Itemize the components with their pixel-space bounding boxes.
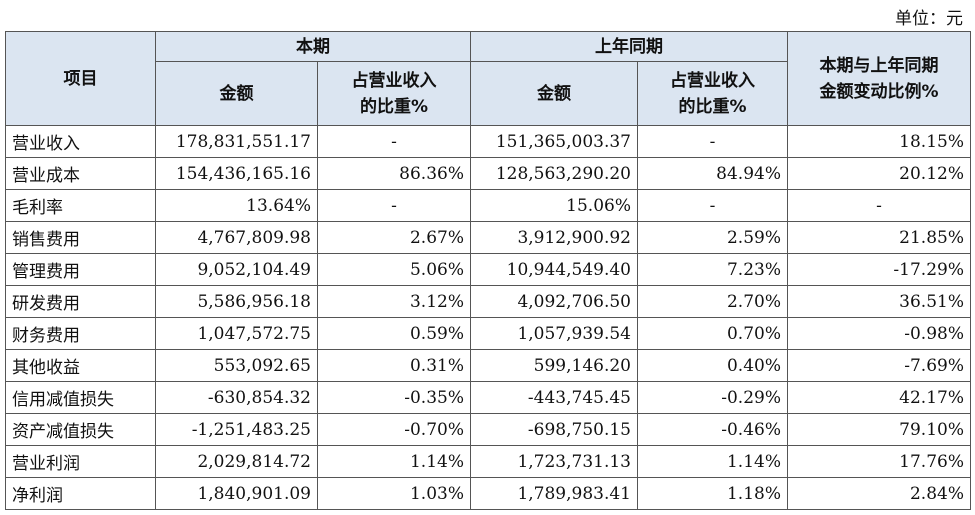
- header-cell: 上年同期: [470, 31, 788, 62]
- table-cell: -: [637, 125, 788, 158]
- header-row: 项目 本期 上年同期 本期与上年同期 金额变动比例%: [5, 31, 971, 126]
- table-cell: 36.51%: [787, 285, 971, 318]
- table-header: 项目 本期 上年同期 本期与上年同期 金额变动比例% 金额 占营业收入 的比重%…: [5, 31, 971, 126]
- table-row: 销售费用 4,767,809.98 2.67% 3,912,900.92 2.59% 21…: [5, 221, 971, 254]
- table-cell: 18.15%: [787, 125, 971, 158]
- table-cell: -630,854.32: [155, 381, 318, 414]
- table-row: 净利润 1,840,901.09 1.03% 1,789,983.41 1.18% 2.8…: [5, 477, 971, 510]
- table-cell: 1,057,939.54: [470, 317, 638, 350]
- table-cell: 128,563,290.20: [470, 157, 638, 190]
- table-cell: 1.14%: [637, 445, 788, 478]
- table-cell: 1.03%: [317, 477, 471, 510]
- table-cell: -0.35%: [317, 381, 471, 414]
- table-cell: 1,723,731.13: [470, 445, 638, 478]
- table-cell: 3.12%: [317, 285, 471, 318]
- table-cell: 2,029,814.72: [155, 445, 318, 478]
- table-row: 信用减值损失 -630,854.32 -0.35% -443,745.45 -0.29%…: [5, 381, 971, 414]
- header-cell: 占营业收入 的比重%: [637, 61, 788, 126]
- table-cell: -0.70%: [317, 413, 471, 446]
- table-cell: 17.76%: [787, 445, 971, 478]
- table-cell: 1.18%: [637, 477, 788, 510]
- table-row: 资产减值损失 -1,251,483.25 -0.70% -698,750.15 -0.4…: [5, 413, 971, 446]
- table-cell: 4,767,809.98: [155, 221, 318, 254]
- header-cell: 金额: [155, 61, 318, 126]
- table-cell: 5.06%: [317, 253, 471, 286]
- table-cell: 42.17%: [787, 381, 971, 414]
- table-cell: -: [317, 189, 471, 222]
- income-table: 项目 本期 上年同期 本期与上年同期 金额变动比例% 金额 占营业收入 的比重%…: [5, 31, 971, 510]
- table-cell: 2.59%: [637, 221, 788, 254]
- table-cell: 2.67%: [317, 221, 471, 254]
- table-cell: -17.29%: [787, 253, 971, 286]
- table-cell: 财务费用: [5, 317, 156, 350]
- table-cell: 86.36%: [317, 157, 471, 190]
- table-cell: 其他收益: [5, 349, 156, 382]
- table-cell: 9,052,104.49: [155, 253, 318, 286]
- table-cell: -0.46%: [637, 413, 788, 446]
- table-row: 营业收入 178,831,551.17-151,365,003.37-18.15%: [5, 125, 971, 158]
- table-cell: 0.70%: [637, 317, 788, 350]
- table-row: 营业成本 154,436,165.16 86.36% 128,563,290.20 84…: [5, 157, 971, 190]
- table-cell: 1,789,983.41: [470, 477, 638, 510]
- table-cell: 13.64%: [155, 189, 318, 222]
- table-cell: 5,586,956.18: [155, 285, 318, 318]
- table-cell: 1,047,572.75: [155, 317, 318, 350]
- table-cell: 净利润: [5, 477, 156, 510]
- table-row: 营业利润 2,029,814.72 1.14% 1,723,731.13 1.14% 17…: [5, 445, 971, 478]
- header-row: 金额 占营业收入 的比重% 金额 占营业收入 的比重%: [6, 61, 971, 126]
- table-cell: 151,365,003.37: [470, 125, 638, 158]
- header-cell: 占营业收入 的比重%: [317, 61, 471, 126]
- table-row: 研发费用 5,586,956.18 3.12% 4,092,706.50 2.70% 36…: [5, 285, 971, 318]
- table-cell: 10,944,549.40: [470, 253, 638, 286]
- table-row: 财务费用 1,047,572.75 0.59% 1,057,939.54 0.70% -0…: [5, 317, 971, 350]
- table-cell: 毛利率: [5, 189, 156, 222]
- table-cell: 2.84%: [787, 477, 971, 510]
- unit-label: 单位：元: [895, 9, 963, 29]
- table-cell: 20.12%: [787, 157, 971, 190]
- table-cell: 管理费用: [5, 253, 156, 286]
- table-row: 毛利率 13.64% -15.06% - -: [5, 189, 971, 222]
- header-cell: 本期: [155, 31, 471, 62]
- header-cell: 金额: [470, 61, 638, 126]
- table-cell: -443,745.45: [470, 381, 638, 414]
- table-cell: -0.29%: [637, 381, 788, 414]
- table-cell: -: [637, 189, 788, 222]
- table-cell: -0.98%: [787, 317, 971, 350]
- table-cell: -: [787, 189, 971, 222]
- table-cell: 销售费用: [5, 221, 156, 254]
- table-cell: 1,840,901.09: [155, 477, 318, 510]
- table-cell: 178,831,551.17: [155, 125, 318, 158]
- table-cell: 营业收入: [5, 125, 156, 158]
- table-cell: 21.85%: [787, 221, 971, 254]
- table-row: 管理费用 9,052,104.49 5.06% 10,944,549.40 7.23% -…: [5, 253, 971, 286]
- table-cell: -7.69%: [787, 349, 971, 382]
- table-body: 营业收入 178,831,551.17-151,365,003.37-18.15%…: [5, 125, 971, 510]
- table-cell: -1,251,483.25: [155, 413, 318, 446]
- table-cell: -: [317, 125, 471, 158]
- table-cell: -698,750.15: [470, 413, 638, 446]
- header-cell: 本期与上年同期 金额变动比例%: [787, 31, 971, 126]
- table-cell: 0.59%: [317, 317, 471, 350]
- table-cell: 553,092.65: [155, 349, 318, 382]
- table-row: 其他收益 553,092.65 0.31% 599,146.20 0.40% -7.69%: [5, 349, 971, 382]
- table-cell: 2.70%: [637, 285, 788, 318]
- table-cell: 599,146.20: [470, 349, 638, 382]
- table-cell: 营业利润: [5, 445, 156, 478]
- table-cell: 3,912,900.92: [470, 221, 638, 254]
- table-cell: 84.94%: [637, 157, 788, 190]
- table-cell: 研发费用: [5, 285, 156, 318]
- table-cell: 1.14%: [317, 445, 471, 478]
- table-cell: 4,092,706.50: [470, 285, 638, 318]
- header-cell: 项目: [5, 31, 156, 126]
- table-cell: 0.40%: [637, 349, 788, 382]
- table-cell: 0.31%: [317, 349, 471, 382]
- table-cell: 信用减值损失: [5, 381, 156, 414]
- table-cell: 79.10%: [787, 413, 971, 446]
- table-cell: 7.23%: [637, 253, 788, 286]
- table-cell: 15.06%: [470, 189, 638, 222]
- table-cell: 营业成本: [5, 157, 156, 190]
- table-cell: 154,436,165.16: [155, 157, 318, 190]
- table-cell: 资产减值损失: [5, 413, 156, 446]
